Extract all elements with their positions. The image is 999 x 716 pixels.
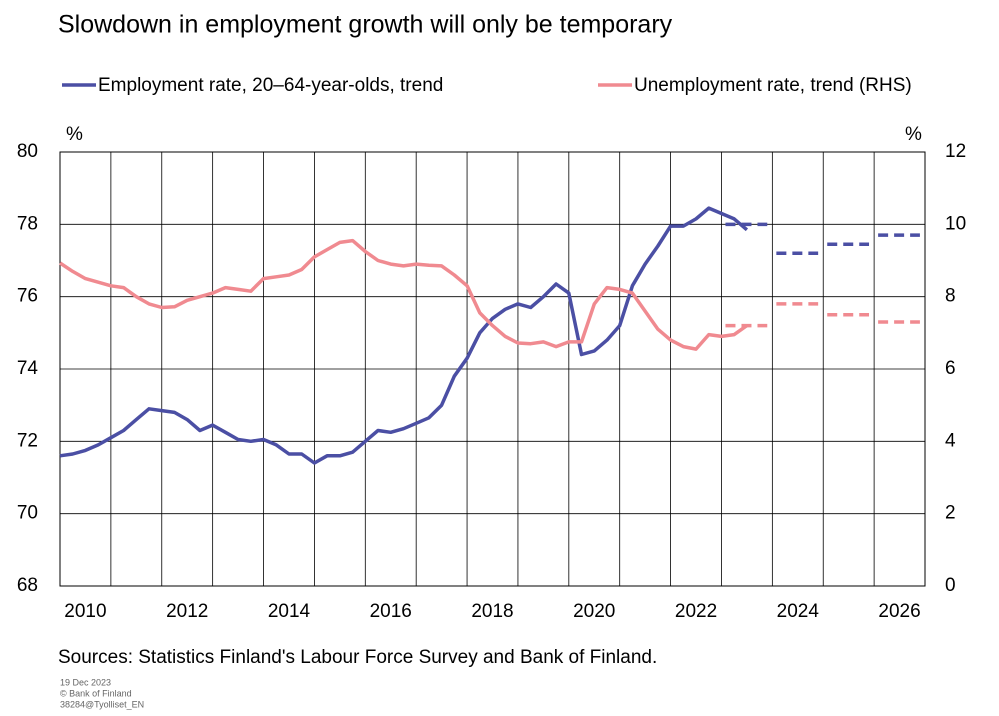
y2-unit: % (905, 124, 922, 145)
y-tick-label: 74 (17, 358, 39, 379)
y-unit: % (66, 124, 83, 145)
y2-tick-label: 4 (945, 430, 956, 451)
x-tick-label: 2014 (268, 601, 311, 622)
y-tick-label: 68 (17, 575, 38, 596)
x-tick-label: 2020 (573, 601, 615, 622)
chart-title: Slowdown in employment growth will only … (58, 11, 673, 39)
legend-label: Employment rate, 20–64-year-olds, trend (98, 75, 443, 96)
y2-tick-label: 8 (945, 286, 956, 307)
series-line (59, 206, 749, 465)
legend-label: Unemployment rate, trend (RHS) (634, 75, 912, 96)
y2-tick-label: 10 (945, 213, 966, 234)
x-tick-label: 2022 (675, 601, 717, 622)
y-tick-label: 70 (17, 503, 38, 524)
x-tick-label: 2026 (878, 601, 920, 622)
y-tick-label: 72 (17, 430, 38, 451)
y-tick-label: 76 (17, 286, 38, 307)
footnote: 38284@Tyolliset_EN (60, 699, 144, 709)
x-tick-label: 2010 (64, 601, 106, 622)
x-tick-label: 2024 (777, 601, 820, 622)
x-tick-label: 2018 (471, 601, 513, 622)
x-tick-label: 2016 (370, 601, 412, 622)
y2-tick-label: 0 (945, 575, 956, 596)
source: Sources: Statistics Finland's Labour For… (58, 647, 657, 668)
y2-tick-label: 2 (945, 503, 956, 524)
y-tick-label: 78 (17, 213, 38, 234)
footnote: 19 Dec 2023 (60, 677, 111, 687)
plot-frame (59, 151, 926, 587)
y2-tick-label: 6 (945, 358, 956, 379)
series-line (59, 238, 748, 351)
y2-tick-label: 12 (945, 141, 966, 162)
footnote: © Bank of Finland (60, 688, 132, 698)
x-tick-label: 2012 (166, 601, 208, 622)
y-tick-label: 80 (17, 141, 38, 162)
